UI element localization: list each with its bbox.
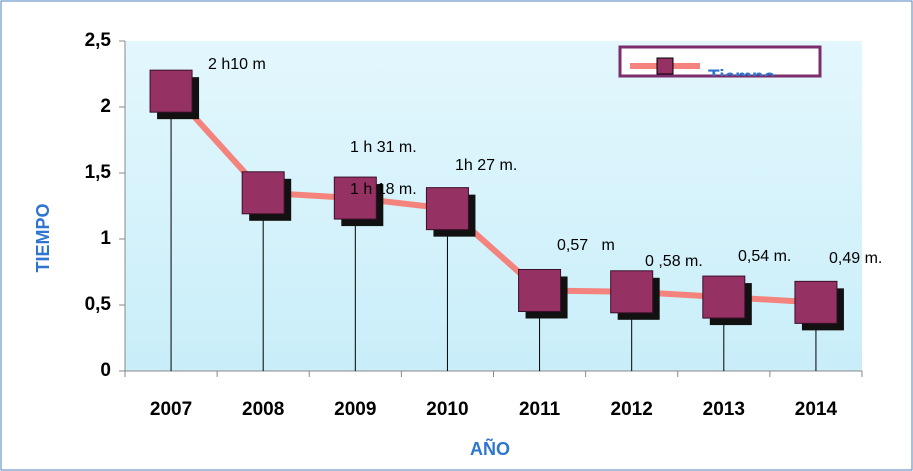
legend-label: Tiempo [708,67,775,88]
x-tick-label: 2009 [334,399,376,420]
y-tick-label: 1,5 [85,162,112,183]
legend-marker [656,57,674,75]
legend-box [618,45,822,78]
marker [333,176,377,220]
annotation: 0 ,58 m. [645,253,703,270]
y-tick-label: 1 [100,228,111,249]
marker [794,280,838,324]
marker [241,171,285,215]
x-tick-label: 2011 [519,399,561,420]
annotation: 0,49 m. [829,250,882,267]
y-tick-label: 0 [100,360,111,381]
x-tick-label: 2013 [703,399,745,420]
annotation: 2 h10 m [208,56,266,73]
x-axis-label: AÑO [470,438,510,459]
marker [610,270,654,314]
y-tick-label: 2,5 [85,30,112,51]
annotation: 0,57 m [557,237,615,254]
x-tick-label: 2012 [611,399,653,420]
x-tick-label: 2014 [795,399,838,420]
x-tick-label: 2007 [150,399,192,420]
y-tick-label: 2 [100,96,111,117]
annotation: 0,54 m. [738,248,791,265]
marker [149,69,193,113]
annotation: 1 h 31 m. [350,139,417,156]
x-tick-label: 2008 [242,399,284,420]
marker [518,268,562,312]
y-tick-label: 0,5 [85,294,112,315]
annotation: 1h 27 m. [455,157,517,174]
x-tick-label: 2010 [426,399,468,420]
legend: Tiempo [618,45,822,88]
annotation: 1 h 18 m. [350,181,417,198]
marker [425,187,469,231]
y-axis-label: TIEMPO [33,203,53,272]
marker [702,275,746,319]
